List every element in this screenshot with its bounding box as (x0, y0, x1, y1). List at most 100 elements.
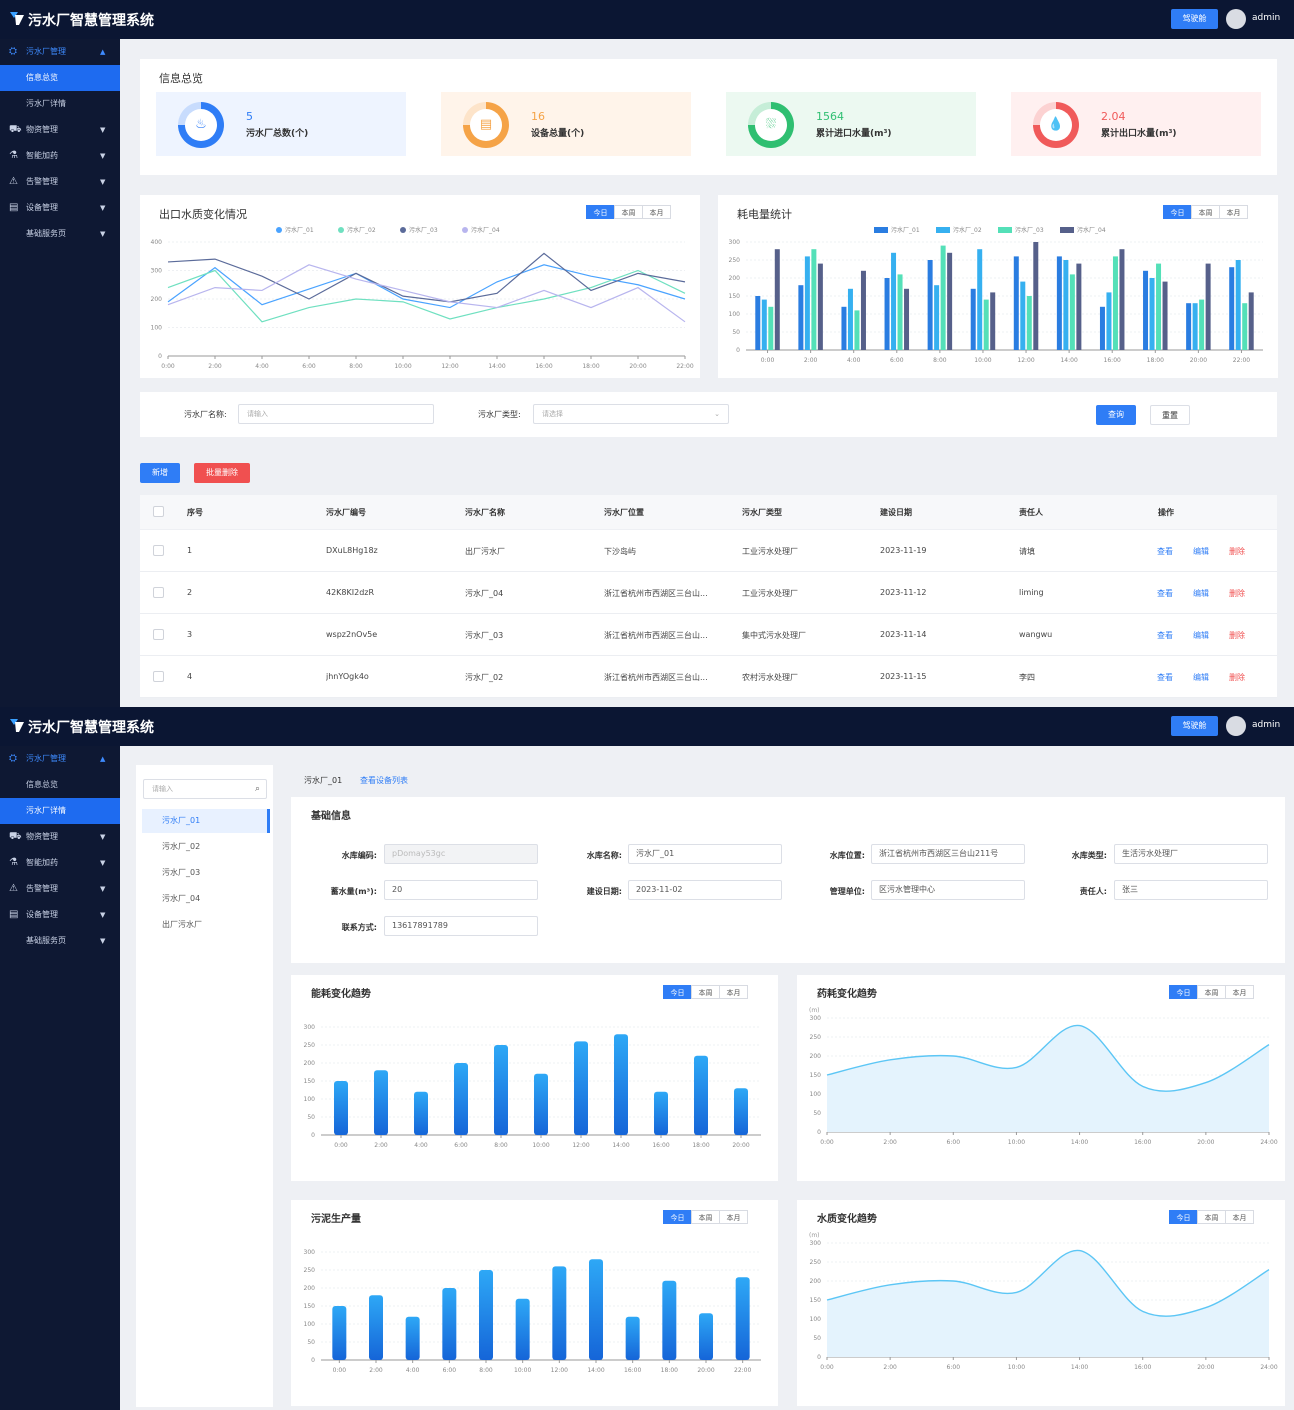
cell-owner: 李四 (1019, 673, 1035, 682)
field-input[interactable]: 张三 (1114, 880, 1268, 900)
x-tick-label: 16:00 (535, 363, 552, 370)
edit-link[interactable]: 编辑 (1193, 631, 1209, 640)
range-tab-2[interactable]: 本月 (1219, 205, 1248, 219)
range-tab-2[interactable]: 本月 (642, 205, 671, 219)
field-input[interactable]: 污水厂_01 (628, 844, 782, 864)
row-checkbox[interactable] (153, 671, 164, 682)
delete-link[interactable]: 删除 (1229, 673, 1245, 682)
cell-code: DXuL8Hg18z (326, 546, 378, 555)
reset-button[interactable]: 重置 (1150, 405, 1190, 425)
y-tick-label: 250 (304, 1042, 316, 1049)
range-tab-1[interactable]: 本周 (691, 1210, 720, 1224)
sidebar-item-4[interactable]: ⚗ 智能加药 ▼ (0, 143, 120, 169)
range-tab-1[interactable]: 本周 (691, 985, 720, 999)
add-button[interactable]: 新增 (140, 463, 180, 483)
user-name[interactable]: admin (1252, 13, 1281, 23)
batch-delete-button[interactable]: 批量删除 (194, 463, 250, 483)
range-tab-1[interactable]: 本周 (1197, 1210, 1226, 1224)
sidebar-item-0[interactable]: ⛭ 污水厂管理 ▲ (0, 39, 120, 65)
delete-link[interactable]: 删除 (1229, 631, 1245, 640)
delete-link[interactable]: 删除 (1229, 547, 1245, 556)
view-link[interactable]: 查看 (1157, 589, 1173, 598)
chem-title: 药耗变化趋势 (817, 989, 877, 1000)
x-tick-label: 22:00 (676, 363, 693, 370)
cockpit-button[interactable]: 驾驶舱 (1171, 716, 1218, 736)
range-tab-1[interactable]: 本周 (1191, 205, 1220, 219)
field-input[interactable]: 2023-11-02 (628, 880, 782, 900)
name-input[interactable]: 请输入 (238, 404, 434, 424)
tree-search-input[interactable]: 请输入 ⌕ (143, 779, 267, 799)
sidebar-item-label: 物资管理 (26, 125, 58, 134)
view-link[interactable]: 查看 (1157, 673, 1173, 682)
field-input[interactable]: 13617891789 (384, 916, 538, 936)
sidebar-item-2[interactable]: 污水厂详情 (0, 91, 120, 117)
field-input[interactable]: 区污水管理中心 (871, 880, 1025, 900)
range-tab-2[interactable]: 本月 (719, 1210, 748, 1224)
range-tab-2[interactable]: 本月 (1225, 985, 1254, 999)
type-select[interactable]: 请选择 ⌄ (533, 404, 729, 424)
row-checkbox[interactable] (153, 629, 164, 640)
sidebar-item-7[interactable]: 基础服务页 ▼ (0, 928, 120, 954)
range-tabs: 今日 本周 本月 (586, 205, 671, 219)
bar (841, 306, 847, 350)
select-all-checkbox[interactable] (153, 506, 164, 517)
table-row: 3 wspz2nOv5e 污水厂_03 浙江省杭州市西湖区三台山... 集中式污水处理厂… (140, 614, 1277, 656)
range-tab-1[interactable]: 本周 (1197, 985, 1226, 999)
search-button[interactable]: 查询 (1096, 405, 1136, 425)
range-tab-0[interactable]: 今日 (1169, 1210, 1198, 1224)
sidebar-item-1[interactable]: 信息总览 (0, 772, 120, 798)
sidebar-item-label: 污水厂详情 (26, 806, 66, 815)
range-tab-0[interactable]: 今日 (586, 205, 615, 219)
sidebar-item-6[interactable]: ▤ 设备管理 ▼ (0, 195, 120, 221)
edit-link[interactable]: 编辑 (1193, 589, 1209, 598)
range-tab-0[interactable]: 今日 (1169, 985, 1198, 999)
sidebar-item-3[interactable]: ⛟ 物资管理 ▼ (0, 824, 120, 850)
user-name[interactable]: admin (1252, 720, 1281, 730)
view-link[interactable]: 查看 (1157, 547, 1173, 556)
y-tick-label: 200 (810, 1053, 822, 1060)
sidebar-item-4[interactable]: ⚗ 智能加药 ▼ (0, 850, 120, 876)
avatar[interactable] (1226, 9, 1246, 29)
range-tab-0[interactable]: 今日 (663, 985, 692, 999)
tree-item[interactable]: 污水厂_01 (142, 809, 270, 833)
row-checkbox[interactable] (153, 587, 164, 598)
sidebar-item-3[interactable]: ⛟ 物资管理 ▼ (0, 117, 120, 143)
x-tick-label: 0:00 (334, 1142, 348, 1149)
bar (947, 252, 953, 350)
field-input[interactable]: 20 (384, 880, 538, 900)
range-tab-1[interactable]: 本周 (614, 205, 643, 219)
range-tab-0[interactable]: 今日 (1163, 205, 1192, 219)
tree-item[interactable]: 污水厂_03 (162, 868, 201, 877)
tree-item[interactable]: 出厂污水厂 (162, 920, 202, 929)
range-tab-0[interactable]: 今日 (663, 1210, 692, 1224)
view-link[interactable]: 查看 (1157, 631, 1173, 640)
field-input[interactable]: 浙江省杭州市西湖区三台山211号 (871, 844, 1025, 864)
y-tick-label: 100 (151, 325, 163, 332)
bar (1056, 256, 1062, 350)
row-checkbox[interactable] (153, 545, 164, 556)
sidebar-item-label: 告警管理 (26, 177, 58, 186)
edit-link[interactable]: 编辑 (1193, 547, 1209, 556)
device-list-link[interactable]: 查看设备列表 (360, 776, 408, 785)
range-tab-2[interactable]: 本月 (1225, 1210, 1254, 1224)
sidebar-item-2[interactable]: 污水厂详情 (0, 798, 120, 824)
field-input[interactable]: 生活污水处理厂 (1114, 844, 1268, 864)
sidebar-item-5[interactable]: ⚠ 告警管理 ▼ (0, 169, 120, 195)
legend-swatch (936, 227, 950, 233)
sidebar-item-6[interactable]: ▤ 设备管理 ▼ (0, 902, 120, 928)
edit-link[interactable]: 编辑 (1193, 673, 1209, 682)
tree-item[interactable]: 污水厂_02 (162, 842, 201, 851)
filter-bar: 污水厂名称: 请输入 污水厂类型: 请选择 ⌄ 查询 重置 (140, 392, 1277, 437)
bar (734, 1088, 748, 1135)
tree-item[interactable]: 污水厂_04 (162, 894, 201, 903)
x-tick-label: 18:00 (582, 363, 599, 370)
delete-link[interactable]: 删除 (1229, 589, 1245, 598)
cockpit-button[interactable]: 驾驶舱 (1171, 9, 1218, 29)
range-tab-2[interactable]: 本月 (719, 985, 748, 999)
bar (405, 1316, 420, 1360)
sidebar-item-0[interactable]: ⛭ 污水厂管理 ▲ (0, 746, 120, 772)
sidebar-item-5[interactable]: ⚠ 告警管理 ▼ (0, 876, 120, 902)
avatar[interactable] (1226, 716, 1246, 736)
sidebar-item-1[interactable]: 信息总览 (0, 65, 120, 91)
sidebar-item-7[interactable]: 基础服务页 ▼ (0, 221, 120, 247)
